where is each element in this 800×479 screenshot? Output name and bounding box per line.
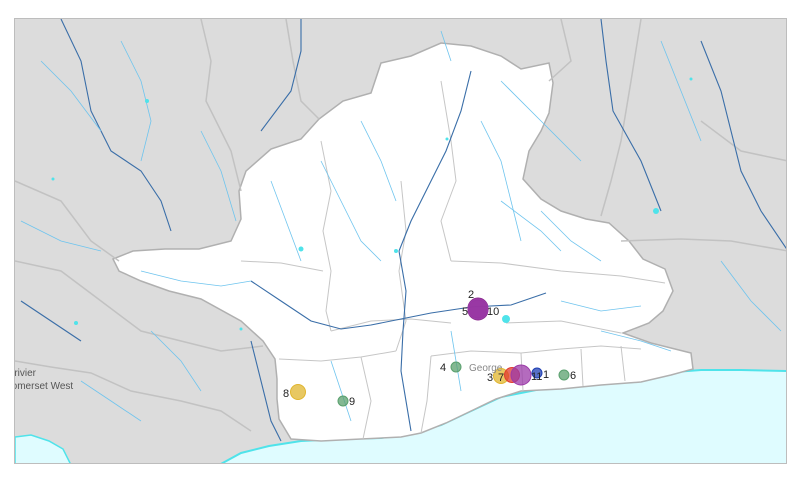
station-label-1: 1 — [543, 369, 549, 381]
station-marker-10[interactable] — [467, 298, 489, 320]
station-label-2: 2 — [468, 289, 474, 301]
place-label-town: George — [469, 363, 503, 374]
station-marker-6[interactable] — [558, 369, 570, 381]
outer-boundaries — [15, 19, 786, 432]
map-view[interactable]: 1 2 3 4 5 6 7 8 9 10 11 sterivier Somerset West Ge… — [14, 18, 787, 464]
water-bodies — [51, 77, 693, 331]
station-label-6: 6 — [570, 370, 576, 382]
station-markers: 1 2 3 4 5 6 7 8 9 10 11 — [283, 289, 576, 408]
map-canvas[interactable]: 1 2 3 4 5 6 7 8 9 10 11 — [15, 19, 787, 464]
station-label-4: 4 — [440, 362, 446, 374]
major-rivers — [20, 19, 786, 442]
station-label-10: 10 — [487, 306, 499, 318]
subcatchment-boundaries — [240, 80, 666, 440]
sea-area-west — [15, 434, 71, 463]
station-marker-1[interactable] — [531, 367, 543, 379]
station-label-7: 7 — [498, 372, 504, 384]
station-label-9: 9 — [349, 396, 355, 408]
station-label-11: 11 — [531, 371, 542, 383]
station-label-5: 5 — [462, 306, 468, 318]
station-label-3: 3 — [487, 372, 493, 384]
place-label-west-bottom: Somerset West — [15, 381, 74, 392]
station-marker-8[interactable] — [290, 384, 306, 400]
station-label-8: 8 — [283, 388, 289, 400]
minor-rivers — [20, 30, 782, 422]
place-label-west-top: sterivier — [14, 368, 37, 379]
station-marker-11[interactable] — [510, 364, 532, 386]
station-marker-4[interactable] — [450, 361, 462, 373]
station-marker-9[interactable] — [337, 395, 349, 407]
